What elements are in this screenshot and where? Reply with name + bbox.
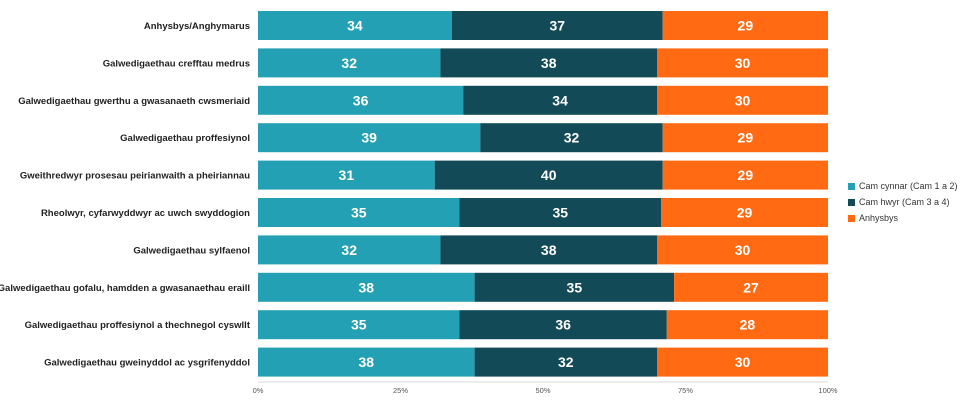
bar-segment: [258, 198, 460, 227]
legend-label: Cam cynnar (Cam 1 a 2): [859, 181, 958, 191]
x-tick-label: 0%: [253, 386, 264, 395]
data-label: 30: [735, 55, 751, 71]
data-label: 38: [359, 354, 375, 370]
data-label: 39: [361, 130, 377, 146]
data-label: 36: [555, 317, 571, 333]
category-label: Gweithredwyr prosesau peirianwaith a phe…: [20, 171, 250, 182]
category-label: Galwedigaethau proffesiynol: [120, 133, 250, 144]
data-label: 29: [738, 18, 754, 34]
bar-segment: [258, 160, 435, 190]
legend-swatch: [848, 182, 855, 190]
bar-segment: [459, 310, 667, 340]
data-label: 34: [347, 18, 363, 34]
x-tick-label: 25%: [393, 386, 408, 395]
data-label: 31: [339, 167, 355, 183]
bar-segment: [674, 272, 828, 302]
data-label: 35: [567, 279, 583, 295]
bar-segment: [480, 123, 663, 153]
bar-segment: [258, 85, 464, 115]
legend-swatch: [848, 198, 855, 206]
category-label: Galwedigaethau proffesiynol a thechnegol…: [25, 320, 251, 331]
data-label: 32: [558, 354, 574, 370]
bar-segment: [662, 160, 828, 190]
bar-segment: [258, 11, 452, 40]
data-label: 32: [564, 130, 580, 146]
legend-label: Anhysbys: [859, 213, 899, 223]
chart-legend: Cam cynnar (Cam 1 a 2) Cam hwyr (Cam 3 a …: [848, 178, 958, 226]
bar-segment: [440, 235, 657, 265]
data-label: 32: [341, 55, 357, 71]
data-label: 29: [737, 205, 753, 221]
category-label: Galwedigaethau gofalu, hamdden a gwasana…: [0, 283, 250, 294]
data-label: 29: [738, 167, 754, 183]
data-label: 40: [541, 167, 557, 183]
bar-segment: [258, 272, 475, 302]
bar-segment: [459, 198, 662, 227]
bar-segment: [440, 48, 657, 78]
data-label: 35: [351, 317, 367, 333]
data-label: 38: [541, 242, 557, 258]
data-label: 35: [552, 205, 568, 221]
category-label: Galwedigaethau gwerthu a gwasanaeth cwsm…: [18, 96, 250, 107]
bar-segment: [258, 123, 481, 153]
bar-segment: [661, 198, 828, 227]
bar-segment: [434, 160, 663, 190]
legend-label: Cam hwyr (Cam 3 a 4): [859, 197, 950, 207]
bar-segment: [657, 347, 828, 377]
bar-segment: [657, 48, 828, 78]
data-label: 27: [743, 279, 759, 295]
data-label: 28: [740, 317, 756, 333]
category-label: Galwedigaethau crefftau medrus: [103, 58, 250, 69]
bar-segment: [657, 235, 828, 265]
x-tick-label: 100%: [818, 386, 838, 395]
category-label: Rheolwyr, cyfarwyddwyr ac uwch swyddogio…: [41, 208, 250, 219]
data-label: 32: [341, 242, 357, 258]
data-label: 38: [541, 55, 557, 71]
legend-item: Cam cynnar (Cam 1 a 2): [848, 178, 958, 194]
bar-segment: [258, 310, 460, 340]
category-label: Anhysbys/Anghymarus: [144, 21, 250, 32]
data-label: 35: [351, 205, 367, 221]
bar-segment: [662, 123, 828, 153]
data-label: 34: [552, 92, 568, 108]
bar-segment: [662, 11, 828, 40]
bar-segment: [463, 85, 657, 115]
category-label: Galwedigaethau sylfaenol: [133, 245, 250, 256]
data-label: 30: [735, 242, 751, 258]
x-tick-label: 50%: [535, 386, 550, 395]
data-label: 29: [738, 130, 754, 146]
bar-segment: [666, 310, 828, 340]
bar-segment: [657, 85, 828, 115]
legend-item: Anhysbys: [848, 210, 958, 226]
category-label: Galwedigaethau gweinyddol ac ysgrifenydd…: [44, 358, 250, 369]
bar-segment: [474, 272, 675, 302]
data-label: 30: [735, 354, 751, 370]
bar-segment: [258, 235, 441, 265]
legend-swatch: [848, 214, 855, 222]
bar-segment: [474, 347, 657, 377]
data-label: 38: [359, 279, 375, 295]
bar-segment: [258, 347, 475, 377]
legend-item: Cam hwyr (Cam 3 a 4): [848, 194, 958, 210]
bar-segment: [258, 48, 441, 78]
data-label: 37: [549, 18, 565, 34]
data-label: 30: [735, 92, 751, 108]
x-tick-label: 75%: [678, 386, 693, 395]
bar-segment: [451, 11, 663, 40]
data-label: 36: [353, 92, 369, 108]
